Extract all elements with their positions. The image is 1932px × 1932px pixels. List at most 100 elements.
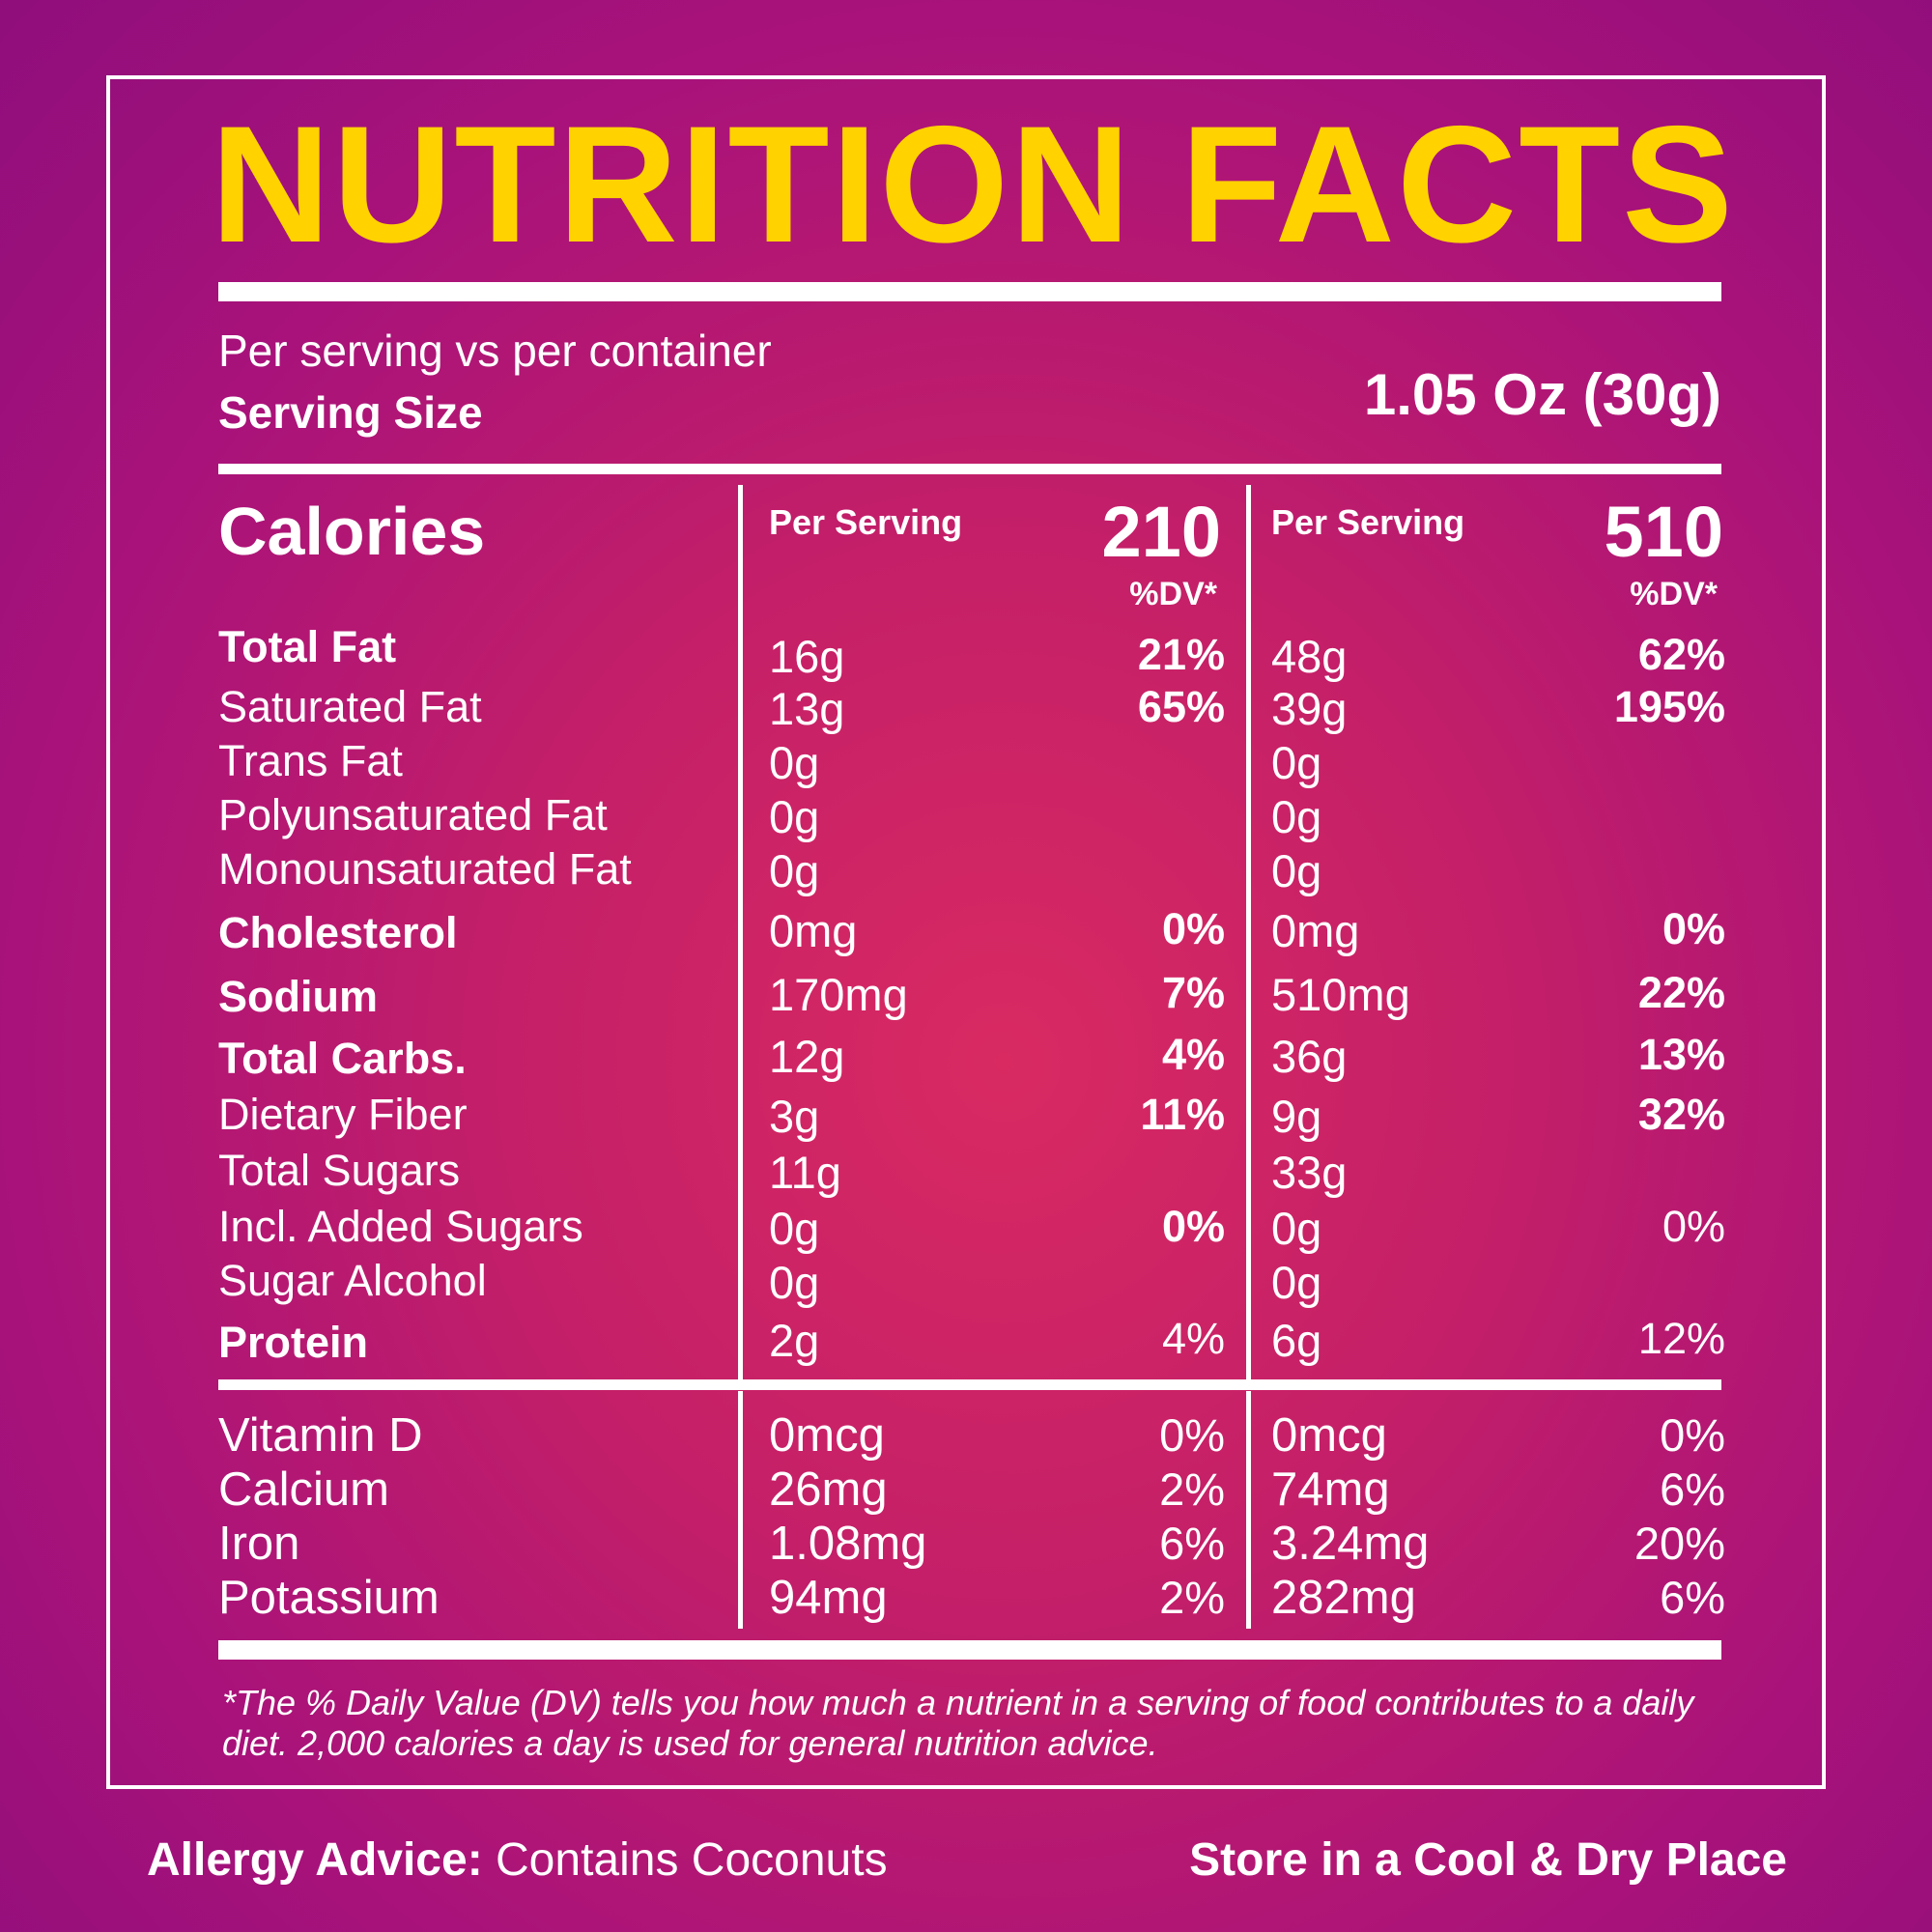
nutrient-name: Total Sugars [218,1146,461,1195]
nutrient-row-total-fat: Total Fat 16g 21% 48g 62% [0,622,1932,682]
column-divider-1-vitamins [738,1391,743,1629]
column-divider-2-vitamins [1246,1391,1251,1629]
nutrient-row-cholesterol: Cholesterol 0mg 0% 0mg 0% [0,904,1932,958]
nutrient-row-saturated-fat: Saturated Fat 13g 65% 39g 195% [0,682,1932,736]
column-divider-1 [738,485,743,1381]
allergy-advice: Allergy Advice: Contains Coconuts [147,1833,888,1887]
nutrient-name: Trans Fat [218,736,403,785]
allergy-advice-text: Contains Coconuts [496,1834,888,1886]
per-serving-vs-container-text: Per serving vs per container [218,326,772,376]
divider-serving [218,464,1721,474]
divider-thick-bottom [218,1640,1721,1660]
amount-per-container: 0g [1271,1257,1322,1308]
dv-per-container: 0% [1662,1202,1725,1251]
nutrient-name: Sugar Alcohol [218,1256,487,1305]
nutrient-name: Incl. Added Sugars [218,1202,583,1251]
col2-dv-heading: %DV* [1630,576,1718,612]
serving-size-label: Serving Size [218,387,483,438]
dv-per-serving: 21% [1137,630,1225,679]
amount-per-container: 9g [1271,1091,1322,1142]
dv-per-serving: 11% [1140,1090,1225,1139]
dv-per-container: 12% [1637,1314,1725,1363]
col1-dv-heading: %DV* [1129,576,1217,612]
amount-per-serving: 16g [769,631,845,682]
label-frame [106,75,1826,1789]
nutrient-name: Total Carbs. [218,1034,467,1083]
amount-per-serving: 170mg [769,969,908,1020]
amount-per-serving: 0g [769,791,820,842]
amount-per-serving: 0mg [769,905,858,956]
nutrient-row-sugar-alcohol: Sugar Alcohol 0g 0g [0,1256,1932,1310]
dv-per-container: 20% [1634,1518,1725,1569]
dv-per-serving: 4% [1161,1314,1225,1363]
amount-per-serving: 11g [769,1147,841,1198]
dv-per-container: 6% [1660,1572,1725,1623]
amount-per-serving: 26mg [769,1463,888,1516]
dv-per-serving: 2% [1159,1572,1225,1623]
amount-per-container: 36g [1271,1031,1348,1082]
dv-per-serving: 4% [1161,1030,1225,1079]
vitamin-name: Iron [218,1518,300,1570]
dv-per-serving: 0% [1159,1409,1225,1461]
nutrient-row-monounsaturated-fat: Monounsaturated Fat 0g 0g [0,844,1932,898]
divider-thick-top [218,282,1721,301]
amount-per-serving: 0g [769,1257,820,1308]
dv-per-serving: 2% [1159,1463,1225,1515]
vitamin-row-iron: Iron 1.08mg 6% 3.24mg 20% [0,1517,1932,1571]
dv-per-serving: 7% [1161,968,1225,1017]
col1-per-serving-heading: Per Serving [769,502,963,542]
nutrient-name: Dietary Fiber [218,1090,468,1139]
dv-per-container: 195% [1613,682,1725,731]
storage-instructions: Store in a Cool & Dry Place [1189,1834,1787,1886]
divider-vitamins [218,1379,1721,1390]
amount-per-serving: 3g [769,1091,820,1142]
nutrient-row-polyunsaturated-fat: Polyunsaturated Fat 0g 0g [0,790,1932,844]
daily-value-footnote: *The % Daily Value (DV) tells you how mu… [222,1683,1694,1763]
amount-per-container: 39g [1271,683,1348,734]
dv-per-serving: 65% [1137,682,1225,731]
amount-per-serving: 0g [769,737,820,788]
vitamin-row-calcium: Calcium 26mg 2% 74mg 6% [0,1463,1932,1517]
dv-per-serving: 6% [1159,1518,1225,1569]
amount-per-container: 3.24mg [1271,1518,1430,1570]
vitamin-row-vitamin-d: Vitamin D 0mcg 0% 0mcg 0% [0,1408,1932,1463]
amount-per-serving: 0g [769,845,820,896]
dv-per-container: 6% [1660,1463,1725,1515]
vitamin-row-potassium: Potassium 94mg 2% 282mg 6% [0,1571,1932,1625]
dv-per-serving: 0% [1161,1202,1225,1251]
dv-per-container: 22% [1637,968,1725,1017]
page-title: NUTRITION FACTS [211,92,1735,277]
nutrient-row-total-sugars: Total Sugars 11g 33g [0,1146,1932,1200]
col1-calories-value: 210 [1101,492,1221,572]
dv-per-container: 62% [1637,630,1725,679]
amount-per-serving: 0mcg [769,1409,885,1462]
amount-per-container: 0g [1271,737,1322,788]
dv-per-container: 32% [1637,1090,1725,1139]
nutrient-row-dietary-fiber: Dietary Fiber 3g 11% 9g 32% [0,1090,1932,1144]
vitamin-name: Vitamin D [218,1409,423,1462]
amount-per-serving: 94mg [769,1572,888,1624]
nutrient-name: Cholesterol [218,908,458,957]
vitamin-name: Calcium [218,1463,389,1516]
amount-per-container: 0mg [1271,905,1360,956]
dv-per-container: 13% [1637,1030,1725,1079]
nutrient-row-trans-fat: Trans Fat 0g 0g [0,736,1932,790]
amount-per-container: 510mg [1271,969,1410,1020]
nutrient-name: Protein [218,1318,369,1367]
amount-per-serving: 2g [769,1315,820,1366]
nutrient-name: Saturated Fat [218,682,482,731]
nutrient-name: Sodium [218,972,378,1021]
col2-calories-value: 510 [1604,492,1723,572]
amount-per-container: 74mg [1271,1463,1390,1516]
amount-per-container: 0mcg [1271,1409,1387,1462]
dv-per-serving: 0% [1161,904,1225,953]
serving-size-value: 1.05 Oz (30g) [1363,362,1721,427]
dv-per-container: 0% [1662,904,1725,953]
amount-per-container: 33g [1271,1147,1348,1198]
nutrient-name: Total Fat [218,622,397,671]
nutrient-row-total-carbs: Total Carbs. 12g 4% 36g 13% [0,1030,1932,1084]
amount-per-container: 0g [1271,791,1322,842]
col2-per-serving-heading: Per Serving [1271,502,1465,542]
nutrient-name: Polyunsaturated Fat [218,790,608,839]
